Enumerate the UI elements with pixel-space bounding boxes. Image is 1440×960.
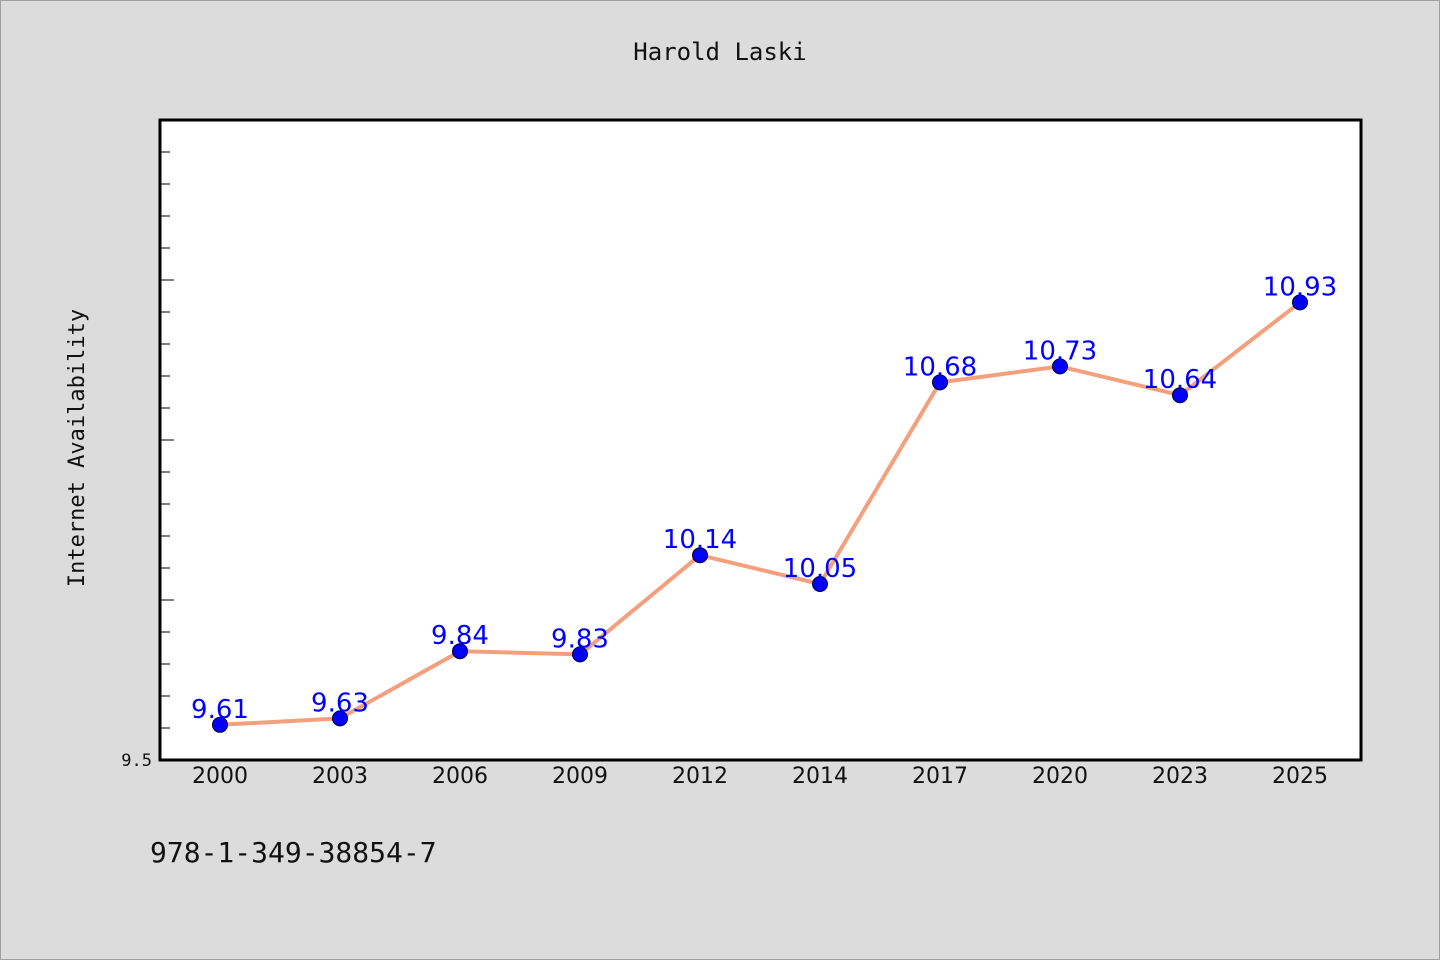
data-label: 10.64 (1143, 365, 1217, 395)
y-axis-tick-labels: 9.5 (121, 751, 152, 771)
series-markers (212, 294, 1308, 733)
data-point (692, 547, 708, 564)
data-point (1292, 294, 1308, 311)
footer-isbn: 978-1-349-38854-7 (150, 836, 437, 869)
data-point (572, 646, 588, 663)
data-label: 10.73 (1023, 336, 1097, 366)
chart-title: Harold Laski (633, 38, 806, 66)
data-label: 10.14 (663, 525, 737, 555)
data-labels: 9.61 9.63 9.84 9.83 10.14 10.05 10.68 10.73 10.6… (191, 272, 1337, 724)
x-tick-label: 2023 (1152, 764, 1208, 789)
data-label: 10.05 (783, 554, 857, 584)
data-point (452, 643, 468, 660)
data-label: 10.93 (1263, 272, 1337, 302)
data-label: 9.63 (311, 688, 369, 718)
x-tick-label: 2009 (552, 764, 608, 789)
x-axis-tick-labels: 2000 2003 2006 2009 2012 2014 2017 2020 2023 2025 (192, 764, 1328, 789)
data-label: 9.61 (191, 695, 249, 725)
y-axis-label: Internet Availability (65, 309, 90, 587)
x-tick-label: 2017 (912, 764, 968, 789)
data-label: 9.83 (551, 624, 609, 654)
x-tick-label: 2014 (792, 764, 848, 789)
x-tick-label: 2003 (312, 764, 368, 789)
data-point (812, 576, 828, 592)
x-tick-label: 2000 (192, 764, 248, 789)
x-tick-label: 2012 (672, 764, 728, 789)
plot-area (158, 118, 1363, 762)
x-tick-label: 2025 (1272, 764, 1328, 789)
x-tick-label: 2020 (1032, 764, 1088, 789)
data-point (1052, 358, 1068, 375)
x-tick-label: 2006 (432, 764, 488, 789)
series-line (218, 300, 1302, 727)
data-label: 10.68 (903, 352, 977, 382)
data-label: 9.84 (431, 621, 489, 651)
y-tick-label: 9.5 (121, 751, 152, 771)
data-point (212, 716, 228, 733)
data-point (1172, 387, 1188, 404)
data-point (932, 374, 948, 391)
data-point (332, 710, 348, 727)
y-axis-ticks (160, 151, 174, 729)
